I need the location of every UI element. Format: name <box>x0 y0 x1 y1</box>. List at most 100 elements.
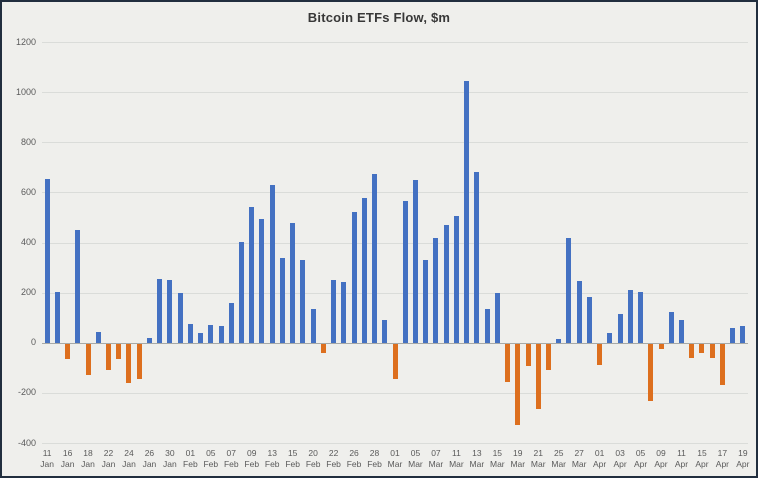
x-tick-label: 13 Mar <box>469 448 485 470</box>
bar <box>146 338 152 343</box>
bar <box>382 319 388 343</box>
bar <box>484 309 490 343</box>
y-tick-label: 600 <box>20 186 36 197</box>
bar <box>648 343 654 402</box>
bar <box>351 212 357 343</box>
bar <box>597 343 603 366</box>
x-tick-label: 03 Apr <box>613 448 627 470</box>
y-tick-label: -400 <box>17 437 36 448</box>
bar <box>740 325 746 343</box>
y-tick-label: 800 <box>20 136 36 147</box>
bar <box>126 343 132 384</box>
bar <box>187 323 193 343</box>
bar <box>372 174 378 343</box>
bar <box>320 343 326 353</box>
bar <box>136 343 142 379</box>
x-tick-label: 11 Jan <box>40 448 54 470</box>
x-tick-label: 15 Mar <box>489 448 505 470</box>
x-tick-label: 28 Feb <box>367 448 382 470</box>
bar <box>239 241 245 343</box>
x-tick-label: 07 Mar <box>428 448 444 470</box>
plot-area <box>42 42 748 444</box>
bar <box>689 343 695 358</box>
gridline <box>42 443 748 444</box>
bar <box>412 180 418 343</box>
x-tick-label: 22 Jan <box>101 448 116 470</box>
bar <box>44 178 50 343</box>
x-tick-label: 19 Mar <box>510 448 526 470</box>
x-tick-label: 16 Jan <box>60 448 75 470</box>
x-tick-label: 05 Mar <box>408 448 423 470</box>
bar <box>535 343 541 410</box>
bar <box>259 219 265 343</box>
x-tick-label: 05 Feb <box>203 448 219 470</box>
bar <box>228 302 234 343</box>
bar <box>269 184 275 343</box>
gridline <box>42 42 748 43</box>
x-tick-label: 07 Feb <box>223 448 239 470</box>
bar <box>361 198 367 343</box>
bar <box>218 326 224 343</box>
bar <box>341 282 347 343</box>
bar <box>167 280 173 343</box>
bar <box>331 279 337 343</box>
bar <box>423 259 429 343</box>
y-tick-label: 200 <box>20 287 36 298</box>
gridline <box>42 292 748 294</box>
bar <box>290 223 296 343</box>
bar <box>402 201 408 343</box>
bar <box>566 237 572 343</box>
bar <box>545 343 551 371</box>
x-tick-label: 22 Feb <box>326 448 341 470</box>
bar <box>157 278 163 343</box>
bar <box>177 292 183 343</box>
x-tick-label: 13 Feb <box>264 448 280 470</box>
x-tick-label: 18 Jan <box>81 448 95 470</box>
bar <box>453 216 459 343</box>
x-tick-label: 24 Jan <box>122 448 136 470</box>
bar <box>607 332 613 343</box>
bar <box>116 343 122 359</box>
x-tick-label: 20 Feb <box>305 448 321 470</box>
bar <box>658 343 664 349</box>
x-tick-label: 01 Feb <box>183 448 198 470</box>
bar <box>300 259 306 343</box>
x-tick-label: 05 Apr <box>633 448 648 470</box>
y-tick-label: -200 <box>17 387 36 398</box>
bar <box>464 80 470 343</box>
x-tick-label: 25 Mar <box>551 448 567 470</box>
bar <box>95 331 101 343</box>
bar <box>85 343 91 376</box>
bar <box>54 291 60 343</box>
bar <box>515 343 521 426</box>
bar <box>638 291 644 343</box>
x-tick-label: 11 Apr <box>674 448 689 470</box>
x-tick-label: 01 Mar <box>387 448 403 470</box>
bar <box>719 343 725 386</box>
bar <box>106 343 111 370</box>
x-tick-label: 19 Apr <box>736 448 750 470</box>
gridline <box>42 392 748 394</box>
x-tick-label: 15 Apr <box>695 448 709 470</box>
gridline <box>42 242 748 244</box>
bar <box>474 171 480 343</box>
bar <box>198 333 204 343</box>
bar <box>525 343 531 367</box>
x-tick-label: 09 Apr <box>654 448 668 470</box>
bar <box>279 257 285 343</box>
bar <box>75 229 81 343</box>
x-tick-label: 11 Mar <box>449 448 464 470</box>
x-tick-label: 15 Feb <box>285 448 300 470</box>
y-tick-label: 400 <box>20 237 36 247</box>
x-tick-label: 26 Feb <box>346 448 362 470</box>
bar <box>709 343 715 359</box>
bar <box>730 328 736 343</box>
bar <box>208 325 214 343</box>
bar <box>556 338 562 343</box>
bar <box>678 319 684 343</box>
bar <box>494 292 500 343</box>
bar <box>392 343 398 379</box>
bar <box>505 343 511 383</box>
x-tick-label: 30 Jan <box>163 448 177 470</box>
